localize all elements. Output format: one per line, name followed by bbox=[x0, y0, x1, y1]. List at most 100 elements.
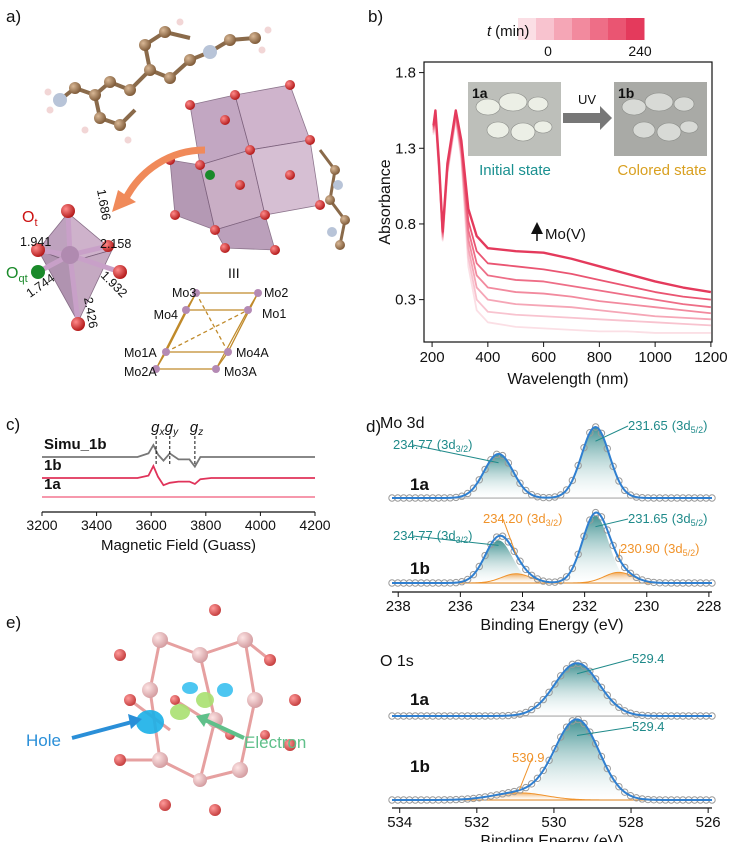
atom-sub: t bbox=[34, 217, 37, 229]
g-symbol: g bbox=[190, 419, 199, 436]
peak-leader bbox=[412, 535, 499, 546]
x-tick-label: 232 bbox=[572, 598, 597, 615]
x-axis-label: Wavelength (nm) bbox=[507, 371, 628, 388]
data-point bbox=[562, 665, 571, 673]
hole-label: Hole bbox=[26, 731, 61, 750]
panel-label: c) bbox=[6, 415, 20, 434]
peak-orbital: (3d bbox=[437, 437, 456, 452]
g-sub: z bbox=[197, 427, 203, 438]
crystal bbox=[621, 98, 647, 116]
data-point bbox=[615, 703, 623, 711]
peak-label: 529.4 bbox=[632, 651, 665, 666]
data-point bbox=[522, 783, 530, 792]
peak-leader bbox=[595, 518, 629, 528]
data-point bbox=[562, 723, 571, 731]
peak-orbital: (3d bbox=[672, 511, 691, 526]
colorbar-tick-label: 240 bbox=[628, 43, 652, 59]
data-point bbox=[632, 573, 641, 582]
x-axis-label: Binding Energy (eV) bbox=[480, 833, 623, 842]
peak-orbital: (3d bbox=[527, 511, 546, 526]
data-point bbox=[615, 782, 623, 791]
data-point bbox=[562, 573, 571, 581]
inset-caption: Colored state bbox=[617, 162, 706, 179]
x-axis-label: Binding Energy (eV) bbox=[480, 617, 623, 634]
data-point bbox=[522, 708, 530, 717]
data-point bbox=[591, 423, 600, 431]
atom: O bbox=[22, 209, 34, 226]
data-point bbox=[597, 752, 606, 761]
epr-line bbox=[42, 463, 315, 487]
peak-label: 231.65 (3d5/2) bbox=[628, 511, 707, 528]
crystal bbox=[486, 121, 510, 139]
x-tick-label: 230 bbox=[634, 598, 659, 615]
colorbar-tick-label: 0 bbox=[544, 43, 552, 59]
y-tick-label: 1.3 bbox=[395, 140, 416, 157]
crystal bbox=[632, 121, 656, 139]
data-point bbox=[586, 516, 594, 524]
x-tick-label: 234 bbox=[510, 598, 535, 615]
crystal bbox=[510, 122, 536, 142]
data-point bbox=[603, 691, 611, 699]
peak-label: 230.90 (3d5/2) bbox=[620, 541, 699, 558]
g-symbol: g bbox=[151, 419, 160, 436]
data-point bbox=[597, 683, 606, 691]
data-point bbox=[557, 491, 565, 499]
peak-orbital-close: ) bbox=[703, 418, 707, 433]
y-tick-label: 0.3 bbox=[395, 292, 416, 309]
o-t-label: Ot bbox=[22, 209, 38, 229]
peak-leader bbox=[412, 444, 499, 464]
crystal bbox=[527, 96, 549, 112]
colorbar-block bbox=[590, 18, 609, 40]
peak-leader bbox=[576, 726, 633, 736]
x-tick-label: 1200 bbox=[694, 349, 727, 366]
peak-orbital-close: ) bbox=[695, 541, 699, 556]
data-point bbox=[591, 740, 600, 748]
data-point bbox=[551, 745, 559, 753]
data-point bbox=[469, 570, 478, 579]
data-point bbox=[545, 756, 553, 765]
fit-envelope bbox=[392, 662, 712, 717]
data-point bbox=[522, 486, 530, 495]
colorbar-block bbox=[536, 18, 555, 40]
data-point bbox=[568, 476, 577, 485]
data-point bbox=[586, 429, 594, 437]
x-tick-label: 528 bbox=[619, 814, 644, 831]
data-point bbox=[626, 569, 635, 578]
data-point bbox=[615, 477, 623, 485]
y-tick-label: 1.8 bbox=[395, 65, 416, 82]
data-point bbox=[609, 698, 617, 706]
series-label: 1a bbox=[44, 476, 61, 493]
peak-label: 234.77 (3d3/2) bbox=[393, 528, 472, 545]
data-point bbox=[562, 486, 571, 494]
peak-orbital-close: ) bbox=[558, 511, 562, 526]
crystal bbox=[533, 120, 553, 134]
data-point bbox=[551, 680, 559, 688]
data-point bbox=[487, 455, 495, 464]
inset-label: 1b bbox=[618, 85, 634, 101]
peak-leader bbox=[576, 658, 633, 675]
peak-value: 234.77 bbox=[393, 437, 433, 452]
inset-arrow-label: UV bbox=[578, 92, 596, 107]
absorbance-line bbox=[432, 109, 712, 294]
x-tick-label: 238 bbox=[386, 598, 411, 615]
data-point bbox=[539, 695, 547, 704]
data-point bbox=[586, 728, 594, 736]
panel-title: O 1s bbox=[380, 653, 414, 670]
atom-sub: qt bbox=[18, 273, 27, 285]
data-point bbox=[621, 788, 629, 796]
peak-leader bbox=[502, 518, 517, 556]
x-tick-label: 3200 bbox=[26, 517, 57, 533]
peak-orbital-sub: 5/2 bbox=[683, 548, 696, 558]
g-symbol: g bbox=[165, 419, 174, 436]
peak-value: 234.77 bbox=[393, 528, 433, 543]
data-point bbox=[574, 550, 582, 558]
x-tick-label: 530 bbox=[541, 814, 566, 831]
y-axis-label: Absorbance bbox=[377, 159, 394, 244]
peak-leader bbox=[595, 425, 629, 442]
data-point bbox=[609, 775, 617, 783]
data-point bbox=[527, 571, 536, 579]
colorbar-var: t bbox=[487, 23, 492, 40]
data-point bbox=[557, 672, 565, 680]
spectrum-label: 1a bbox=[410, 690, 429, 709]
mo-label: Mo3 bbox=[172, 286, 196, 300]
